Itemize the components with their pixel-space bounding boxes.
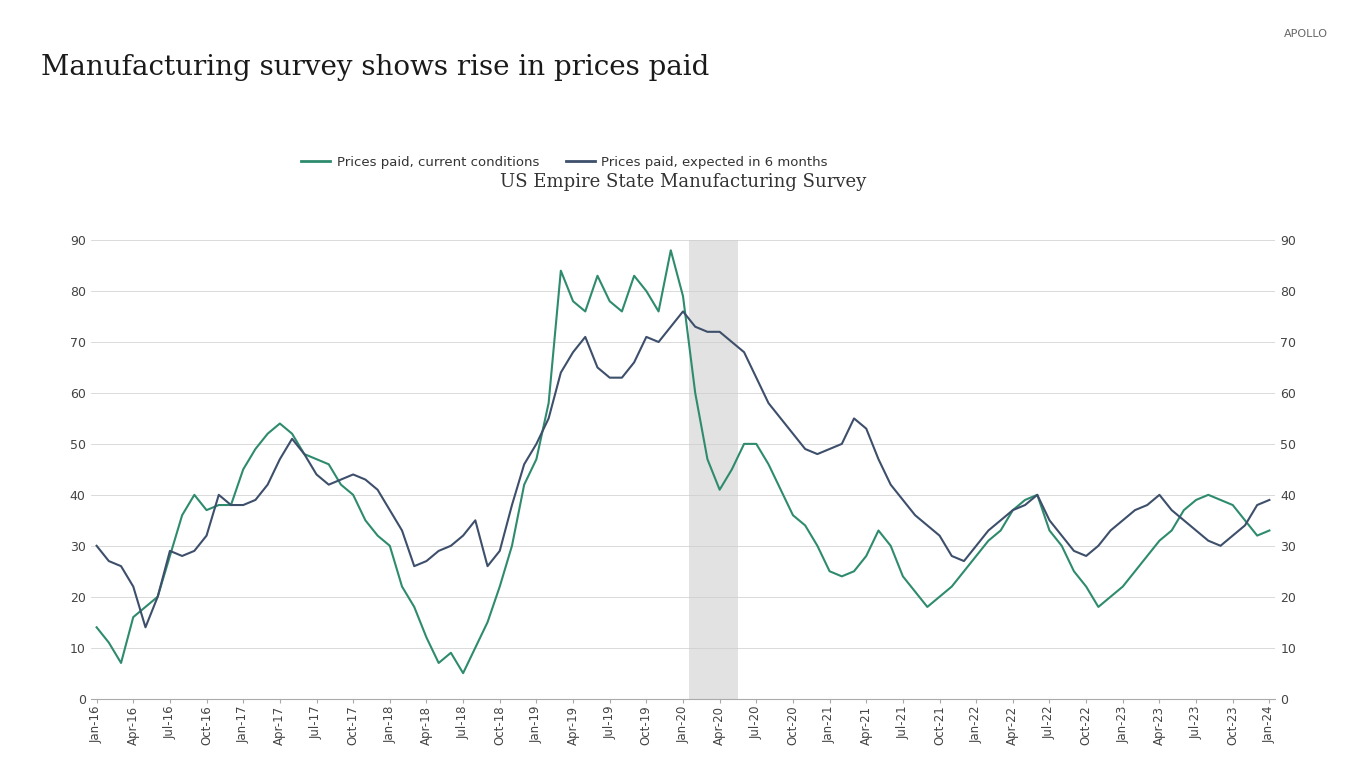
Bar bbox=[688, 240, 738, 699]
Text: Manufacturing survey shows rise in prices paid: Manufacturing survey shows rise in price… bbox=[41, 54, 709, 81]
Title: US Empire State Manufacturing Survey: US Empire State Manufacturing Survey bbox=[500, 174, 866, 191]
Legend: Prices paid, current conditions, Prices paid, expected in 6 months: Prices paid, current conditions, Prices … bbox=[296, 151, 833, 174]
Text: APOLLO: APOLLO bbox=[1284, 29, 1328, 39]
